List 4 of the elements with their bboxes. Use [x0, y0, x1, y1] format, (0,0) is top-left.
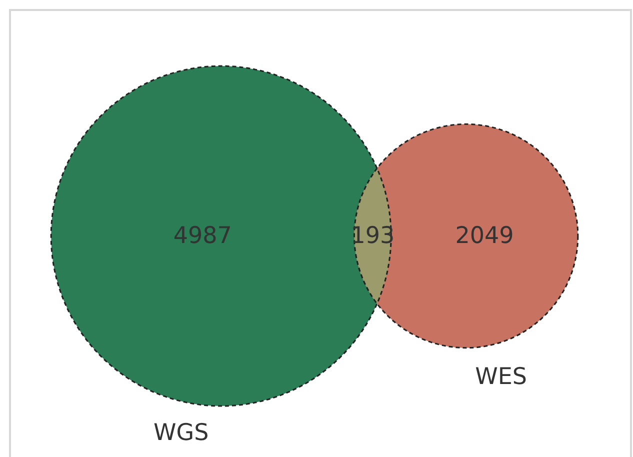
- category-label: WGS: [154, 420, 209, 446]
- data-label: 2049: [455, 223, 514, 249]
- category-label: WES: [475, 364, 528, 390]
- data-label: 4987: [173, 223, 232, 249]
